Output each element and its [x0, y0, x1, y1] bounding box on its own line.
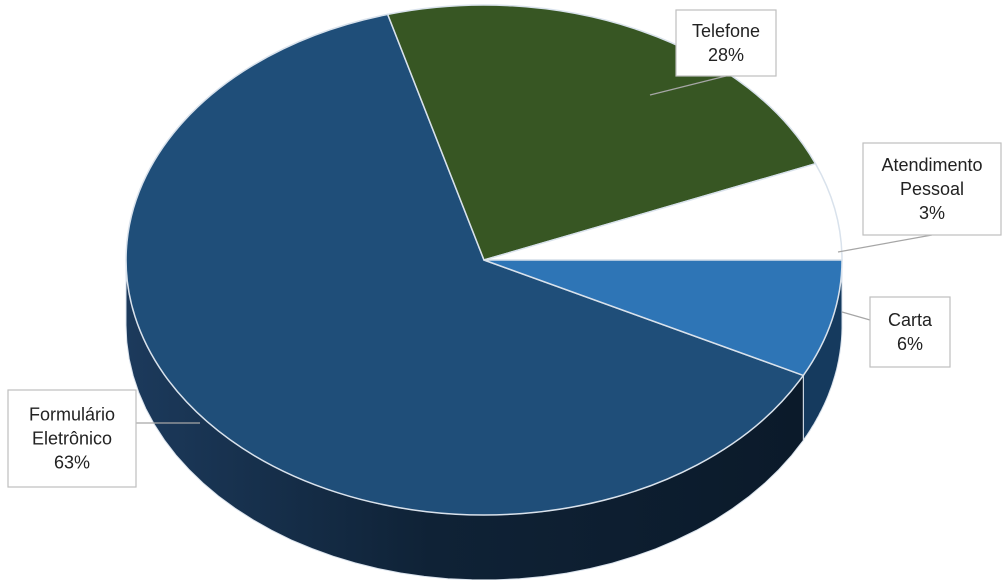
slice-carta [483, 259, 843, 377]
callout-text: 63% [54, 453, 90, 473]
callout-formulario-eletronico: Formulário Eletrônico 63% [7, 389, 200, 488]
callout-atendimento-pessoal: Atendimento Pessoal 3% [837, 142, 1002, 253]
pie-top [125, 4, 843, 516]
slice-atendimento-pessoal [483, 162, 843, 261]
leader-line [649, 75, 727, 96]
callout-text: Atendimento [881, 155, 982, 175]
callout-text: Telefone [692, 21, 760, 41]
callout-box [675, 9, 777, 77]
callout-telefone: Telefone 28% [649, 9, 777, 96]
leader-line [837, 234, 933, 253]
callout-carta: Carta 6% [841, 296, 951, 368]
callout-box [7, 389, 137, 488]
callout-text: Carta [888, 310, 933, 330]
pie-callouts: Formulário Eletrônico 63% Telefone 28% Atendi… [7, 9, 1002, 488]
callout-text: Pessoal [900, 179, 964, 199]
callout-box [869, 296, 951, 368]
callout-text: Eletrônico [32, 429, 112, 449]
callout-text: 3% [919, 203, 945, 223]
leader-line [841, 311, 871, 321]
callout-box [862, 142, 1002, 236]
callout-text: 28% [708, 45, 744, 65]
callout-text: 6% [897, 334, 923, 354]
slice-formulario-eletronico [125, 13, 805, 516]
callout-text: Formulário [29, 405, 115, 425]
